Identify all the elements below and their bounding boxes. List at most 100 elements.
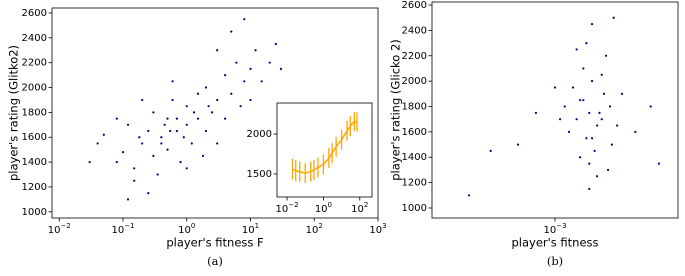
- x-tick-label: 103: [369, 222, 386, 236]
- point: [489, 149, 492, 153]
- y-tick-label: 2000: [22, 83, 47, 94]
- y-tick-label: 1400: [402, 152, 427, 163]
- y-tick-label: 1000: [22, 207, 47, 218]
- point: [582, 67, 585, 70]
- point: [260, 80, 263, 83]
- point: [563, 105, 566, 108]
- x-tick-label: 102: [306, 222, 323, 236]
- point: [224, 117, 227, 120]
- point: [207, 105, 210, 108]
- point: [467, 194, 471, 197]
- mean-line: [292, 120, 358, 174]
- point: [585, 137, 588, 140]
- point: [600, 118, 603, 121]
- y-tick-label: 1000: [402, 203, 427, 214]
- point: [169, 129, 172, 133]
- y-tick-label: 2400: [22, 33, 47, 44]
- panel-caption: (b): [547, 254, 563, 268]
- point: [141, 142, 144, 145]
- point: [115, 160, 118, 164]
- point: [163, 123, 166, 126]
- y-axis-label: player's rating (Glitko2): [7, 45, 21, 181]
- point: [588, 162, 591, 165]
- point: [567, 130, 571, 133]
- y-tick-label: 2200: [402, 51, 427, 62]
- point: [185, 105, 188, 108]
- point: [185, 167, 188, 170]
- axes-box: [431, 1, 679, 219]
- point: [216, 142, 219, 145]
- point: [182, 136, 185, 139]
- point: [575, 48, 578, 51]
- point: [88, 160, 91, 164]
- x-tick-label: 10−2: [276, 201, 299, 215]
- point: [596, 175, 599, 178]
- point: [279, 67, 283, 70]
- point: [602, 92, 606, 95]
- point: [588, 111, 591, 114]
- point: [166, 148, 169, 151]
- point: [620, 92, 624, 95]
- point: [152, 154, 155, 157]
- y-tick-label: 1800: [402, 102, 427, 113]
- point: [582, 99, 585, 102]
- point: [185, 123, 188, 126]
- point: [115, 117, 118, 120]
- point: [606, 168, 610, 172]
- point: [579, 156, 582, 159]
- y-tick-label: 1200: [22, 182, 47, 193]
- point: [216, 49, 219, 52]
- point: [156, 173, 159, 176]
- point: [166, 117, 169, 120]
- x-tick-label: 100: [178, 222, 195, 236]
- point: [534, 111, 538, 114]
- point: [239, 105, 242, 108]
- x-tick-label: 10−1: [111, 222, 134, 236]
- point: [126, 123, 130, 126]
- point: [175, 129, 178, 133]
- y-tick-label: 2400: [402, 25, 427, 36]
- point: [593, 149, 596, 153]
- point: [516, 143, 520, 146]
- x-tick-label: 102: [351, 201, 368, 215]
- y-tick-label: 2000: [247, 129, 272, 140]
- point: [608, 105, 612, 108]
- y-tick-label: 1600: [402, 127, 427, 138]
- point: [121, 151, 125, 154]
- point: [160, 142, 163, 145]
- y-tick-label: 2600: [22, 8, 47, 19]
- y-tick-label: 2200: [22, 58, 47, 69]
- point: [201, 154, 205, 157]
- point: [249, 98, 252, 102]
- point: [190, 142, 193, 145]
- point: [590, 22, 594, 26]
- point: [192, 111, 196, 114]
- y-tick-label: 1500: [247, 169, 272, 180]
- point: [147, 129, 150, 133]
- point: [179, 160, 182, 164]
- point: [596, 124, 599, 127]
- point: [204, 129, 208, 133]
- point: [579, 99, 582, 102]
- y-tick-label: 1400: [22, 157, 47, 168]
- point: [604, 54, 608, 57]
- x-axis-label: player's fitness F: [166, 236, 263, 250]
- point: [657, 162, 661, 165]
- panel-caption: (a): [207, 254, 223, 268]
- y-tick-label: 1600: [22, 132, 47, 143]
- point: [634, 130, 637, 133]
- point: [571, 86, 575, 89]
- point: [171, 80, 174, 83]
- point: [274, 42, 277, 46]
- point: [649, 105, 652, 108]
- point: [268, 61, 271, 64]
- point: [152, 111, 155, 114]
- x-tick-label: 10−3: [543, 222, 566, 236]
- point: [588, 187, 591, 191]
- point: [230, 92, 233, 95]
- x-axis-label: player's fitness: [511, 236, 598, 250]
- point: [196, 92, 200, 95]
- point: [171, 98, 174, 102]
- point: [553, 86, 557, 89]
- point: [249, 67, 252, 70]
